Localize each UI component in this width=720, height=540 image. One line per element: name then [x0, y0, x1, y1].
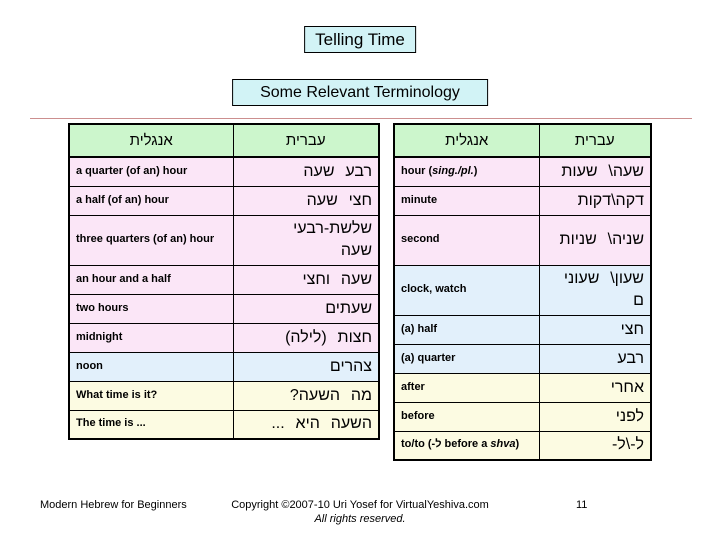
english-term-text: second [401, 233, 440, 246]
english-term-cell: two hours [68, 293, 234, 324]
english-term-text: (a) quarter [401, 351, 456, 364]
table-row: midnight חצות (לילה) [68, 322, 380, 353]
hebrew-term-cell: לפני [538, 401, 652, 432]
hebrew-term-cell: חצות (לילה) [232, 322, 380, 353]
table-row: What time is it? מה השעה? [68, 380, 380, 411]
column-header-english: אנגלית [393, 123, 540, 158]
english-term-text: before [401, 409, 435, 422]
hebrew-term-cell: מה השעה? [232, 380, 380, 411]
english-term-text: a quarter (of an) hour [76, 164, 188, 177]
header-row: אנגלית עברית [393, 123, 652, 158]
table-row: after אחרי [393, 372, 652, 403]
english-term-cell: a half (of an) hour [68, 185, 234, 216]
english-term-cell: to/to (-ל before a shva) [393, 430, 540, 461]
english-term-cell: after [393, 372, 540, 403]
english-term-text: What time is it? [76, 388, 158, 401]
english-term-text: an hour and a half [76, 272, 171, 285]
hebrew-term-cell: השעה היא ... [232, 409, 380, 440]
english-term-text: ) [515, 438, 520, 451]
english-term-cell: midnight [68, 322, 234, 353]
table-row: before לפני [393, 401, 652, 432]
slide-title: Telling Time [304, 26, 416, 53]
english-term-text: to/to (-ל before a [401, 438, 491, 451]
english-term-cell: noon [68, 351, 234, 382]
hebrew-term-cell: שלשת-רבעי שעה [232, 214, 380, 266]
english-term-italic: shva [490, 438, 516, 451]
page-number: 11 [576, 499, 588, 511]
table-row: to/to (-ל before a shva) ל-\ל- [393, 430, 652, 461]
english-term-text: a half (of an) hour [76, 193, 169, 206]
hebrew-term-cell: רבע שעה [232, 156, 380, 187]
english-term-cell: hour (sing./pl.) [393, 156, 540, 187]
english-term-cell: before [393, 401, 540, 432]
rights-line: All rights reserved. [314, 513, 406, 525]
english-term-text: ) [473, 164, 478, 177]
right-table-body: hour (sing./pl.) שעה\ שעות minute דקה\דקות s… [393, 156, 652, 461]
english-term-text: (a) half [401, 322, 438, 335]
divider-line [30, 118, 692, 119]
terminology-table-right: אנגלית עברית hour (sing./pl.) שעה\ שעות mi… [393, 123, 652, 461]
english-term-italic: sing./pl. [432, 164, 474, 177]
english-term-text: hour ( [401, 164, 433, 177]
english-term-cell: The time is ... [68, 409, 234, 440]
hebrew-term-cell: שעתים [232, 293, 380, 324]
hebrew-term-cell: רבע [538, 343, 652, 374]
table-row: an hour and a half שעה וחצי [68, 264, 380, 295]
english-term-text: two hours [76, 301, 129, 314]
english-term-text: The time is ... [76, 417, 146, 430]
table-row: noon צהרים [68, 351, 380, 382]
hebrew-term-cell: צהרים [232, 351, 380, 382]
english-term-text: minute [401, 193, 438, 206]
english-term-text: three quarters (of an) hour [76, 233, 215, 246]
english-term-text: midnight [76, 330, 123, 343]
table-row: second שניה\ שניות [393, 214, 652, 266]
english-term-cell: (a) quarter [393, 343, 540, 374]
terminology-table-left: אנגלית עברית a quarter (of an) hour רבע ש… [68, 123, 380, 440]
column-header-english: אנגלית [68, 123, 234, 158]
hebrew-term-cell: אחרי [538, 372, 652, 403]
table-row: a quarter (of an) hour רבע שעה [68, 156, 380, 187]
english-term-cell: (a) half [393, 314, 540, 345]
column-header-hebrew: עברית [538, 123, 652, 158]
hebrew-term-cell: שניה\ שניות [538, 214, 652, 266]
hebrew-term-cell: שעה\ שעות [538, 156, 652, 187]
table-row: two hours שעתים [68, 293, 380, 324]
table-row: hour (sing./pl.) שעה\ שעות [393, 156, 652, 187]
table-row: (a) half חצי [393, 314, 652, 345]
english-term-cell: a quarter (of an) hour [68, 156, 234, 187]
hebrew-term-cell: ל-\ל- [538, 430, 652, 461]
english-term-cell: minute [393, 185, 540, 216]
hebrew-term-cell: שעון\ שעונים [538, 264, 652, 316]
english-term-cell: three quarters (of an) hour [68, 214, 234, 266]
english-term-text: clock, watch [401, 283, 467, 296]
slide-subtitle: Some Relevant Terminology [232, 79, 488, 106]
header-row: אנגלית עברית [68, 123, 380, 158]
footer-course-title: Modern Hebrew for Beginners [40, 499, 187, 511]
hebrew-term-cell: חצי שעה [232, 185, 380, 216]
table-row: minute דקה\דקות [393, 185, 652, 216]
english-term-cell: What time is it? [68, 380, 234, 411]
left-table-body: a quarter (of an) hour רבע שעה a half (of … [68, 156, 380, 440]
table-row: three quarters (of an) hour שלשת-רבעי שעה [68, 214, 380, 266]
english-term-text: after [401, 380, 425, 393]
hebrew-term-cell: חצי [538, 314, 652, 345]
table-row: (a) quarter רבע [393, 343, 652, 374]
copyright-line: Copyright ©2007-10 Uri Yosef for Virtual… [231, 499, 489, 511]
english-term-text: noon [76, 359, 103, 372]
hebrew-term-cell: דקה\דקות [538, 185, 652, 216]
table-row: a half (of an) hour חצי שעה [68, 185, 380, 216]
footer-copyright: Copyright ©2007-10 Uri Yosef for Virtual… [190, 498, 530, 526]
table-row: clock, watch שעון\ שעונים [393, 264, 652, 316]
hebrew-term-cell: שעה וחצי [232, 264, 380, 295]
english-term-cell: second [393, 214, 540, 266]
english-term-cell: clock, watch [393, 264, 540, 316]
column-header-hebrew: עברית [232, 123, 380, 158]
table-row: The time is ... השעה היא ... [68, 409, 380, 440]
english-term-cell: an hour and a half [68, 264, 234, 295]
